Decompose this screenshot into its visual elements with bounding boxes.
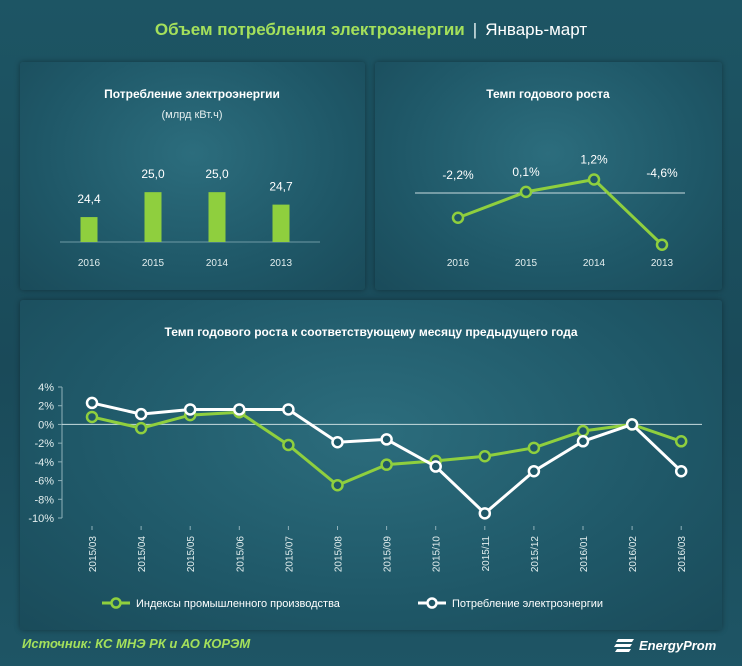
data-point bbox=[587, 173, 601, 186]
x-tick-label: 2016/01 bbox=[579, 536, 590, 573]
x-tick-label: 2014 bbox=[206, 258, 229, 269]
data-point bbox=[519, 185, 533, 199]
data-point bbox=[625, 418, 639, 431]
title-accent: Объем потребления электроэнергии bbox=[154, 20, 465, 39]
page-title: Объем потребления электроэнергии | Январ… bbox=[0, 0, 742, 60]
annual-growth-panel: Темп годового роста -2,2% 2016 0,1% 2015 1,2%… bbox=[375, 62, 722, 290]
data-point bbox=[527, 464, 541, 478]
data-label: 25,0 bbox=[205, 167, 229, 181]
title-period: Январь-март bbox=[485, 20, 588, 39]
data-label: -2,2% bbox=[442, 168, 474, 182]
x-tick-label: 2016/03 bbox=[677, 536, 688, 573]
x-tick-label: 2015 bbox=[142, 258, 165, 269]
y-tick-label: 0% bbox=[38, 419, 54, 431]
y-tick-label: 4% bbox=[38, 382, 54, 394]
data-point bbox=[576, 435, 590, 448]
y-tick-label: -4% bbox=[34, 457, 54, 469]
data-label: 24,4 bbox=[77, 192, 101, 206]
data-point bbox=[576, 424, 590, 438]
data-point bbox=[331, 435, 344, 449]
x-tick-label: 2015/08 bbox=[334, 536, 345, 573]
x-tick-label: 2015/07 bbox=[284, 536, 295, 573]
chart-title: Темп годового роста bbox=[486, 87, 610, 101]
legend-swatch-marker bbox=[110, 597, 122, 609]
series-line bbox=[91, 410, 682, 487]
x-tick-label: 2015/09 bbox=[383, 536, 394, 573]
x-tick-label: 2015/10 bbox=[432, 536, 443, 573]
x-tick-label: 2015 bbox=[515, 258, 538, 269]
x-tick-label: 2016 bbox=[447, 258, 470, 269]
title-separator: | bbox=[472, 20, 478, 39]
energyprom-logo: EnergyProm bbox=[614, 638, 716, 653]
x-tick-label: 2015/12 bbox=[530, 536, 541, 573]
data-label: 0,1% bbox=[512, 165, 540, 179]
bar bbox=[144, 192, 162, 242]
y-tick-label: -6% bbox=[34, 476, 54, 488]
bar bbox=[80, 217, 98, 242]
data-point bbox=[134, 421, 148, 435]
series-line bbox=[91, 401, 683, 516]
data-point bbox=[183, 403, 197, 416]
data-point bbox=[674, 464, 688, 478]
x-tick-label: 2014 bbox=[583, 258, 606, 269]
x-tick-label: 2016 bbox=[78, 258, 101, 269]
monthly-growth-panel: Темп годового роста к соответствующему м… bbox=[20, 300, 722, 630]
consumption-bar-chart: Потребление электроэнергии (млрд кВт.ч) 24… bbox=[60, 87, 320, 269]
source-note: Источник: КС МНЭ РК и АО КОРЭМ bbox=[22, 636, 251, 651]
data-point bbox=[655, 238, 669, 251]
logo-text: EnergyProm bbox=[639, 638, 717, 653]
legend-label: Индексы промышленного производства bbox=[136, 598, 341, 610]
data-label: 24,7 bbox=[269, 180, 293, 194]
data-point bbox=[380, 433, 393, 446]
growth-line bbox=[457, 177, 664, 246]
x-tick-label: 2016/02 bbox=[628, 536, 639, 573]
y-tick-label: 2% bbox=[38, 401, 54, 413]
annual-growth-line-chart: Темп годового роста -2,2% 2016 0,1% 2015 1,2%… bbox=[415, 87, 685, 269]
chart-title: Темп годового роста к соответствующему м… bbox=[164, 325, 577, 339]
data-point bbox=[429, 460, 442, 473]
legend-swatch-marker bbox=[426, 597, 438, 609]
data-point bbox=[380, 458, 393, 471]
x-tick-label: 2015/05 bbox=[186, 536, 197, 573]
data-point bbox=[331, 479, 344, 492]
data-point bbox=[478, 449, 492, 463]
bar bbox=[272, 204, 290, 242]
x-tick-label: 2015/11 bbox=[481, 536, 492, 572]
data-point bbox=[233, 403, 246, 416]
chart-subtitle: (млрд кВт.ч) bbox=[161, 109, 222, 121]
data-point bbox=[134, 407, 148, 421]
y-tick-label: -2% bbox=[34, 438, 54, 450]
y-tick-label: -8% bbox=[34, 494, 54, 506]
data-label: 25,0 bbox=[141, 167, 165, 181]
legend-label: Потребление электроэнергии bbox=[452, 598, 603, 610]
data-point bbox=[85, 396, 99, 410]
data-point bbox=[478, 507, 492, 520]
data-point bbox=[282, 438, 295, 452]
data-label: -4,6% bbox=[646, 166, 678, 180]
logo-stripes-icon bbox=[614, 638, 634, 652]
x-tick-label: 2015/06 bbox=[235, 536, 246, 573]
data-point bbox=[674, 435, 688, 448]
bar bbox=[208, 192, 226, 242]
chart-title: Потребление электроэнергии bbox=[104, 87, 280, 101]
data-point bbox=[527, 441, 541, 455]
data-point bbox=[451, 211, 465, 224]
monthly-growth-line-chart: Темп годового роста к соответствующему м… bbox=[28, 325, 702, 610]
y-tick-label: -10% bbox=[28, 513, 54, 525]
x-tick-label: 2015/04 bbox=[137, 536, 148, 573]
x-tick-label: 2015/03 bbox=[88, 536, 99, 573]
x-tick-label: 2013 bbox=[270, 258, 293, 269]
x-tick-label: 2013 bbox=[651, 258, 674, 269]
data-point bbox=[282, 403, 295, 416]
data-label: 1,2% bbox=[580, 153, 608, 167]
data-point bbox=[85, 410, 99, 424]
consumption-panel: Потребление электроэнергии (млрд кВт.ч) 24… bbox=[20, 62, 365, 290]
